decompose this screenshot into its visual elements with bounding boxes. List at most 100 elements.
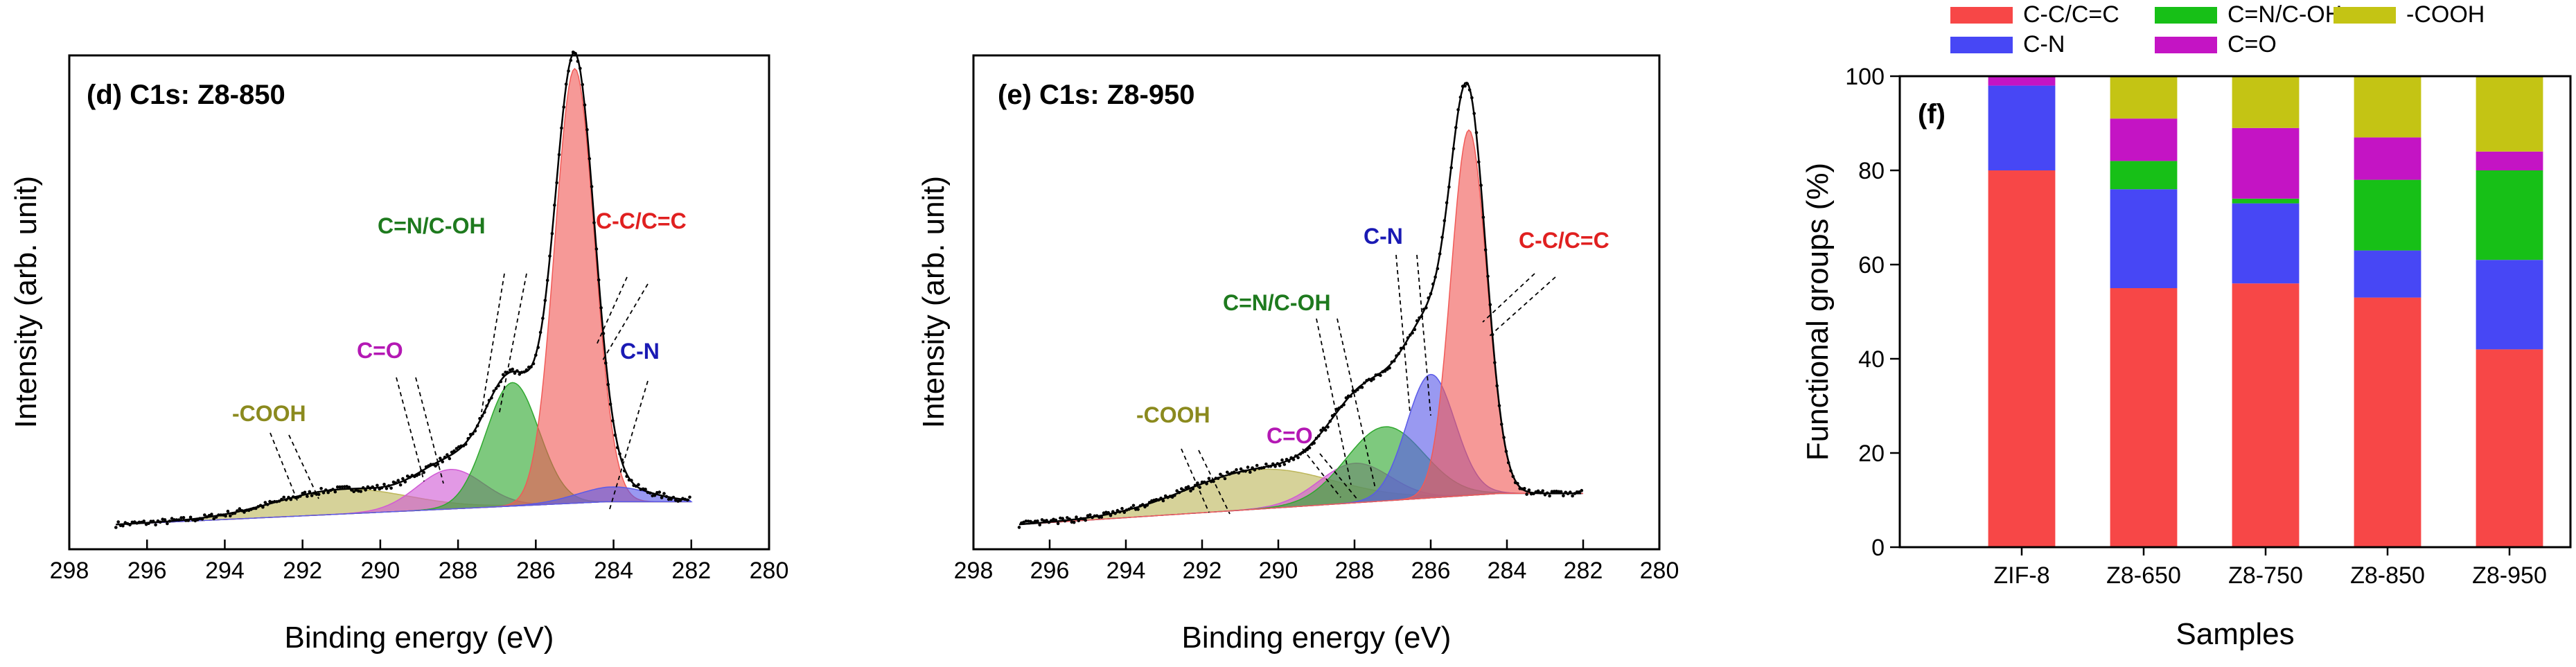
data-point: [1529, 492, 1533, 496]
x-tick-label: 282: [671, 558, 711, 584]
x-tick-label: 282: [1564, 558, 1603, 584]
data-point: [1091, 515, 1094, 519]
data-point: [254, 506, 258, 510]
data-point: [630, 479, 633, 482]
data-point: [1312, 441, 1316, 445]
data-point: [1516, 481, 1519, 486]
data-point: [571, 51, 575, 54]
data-point: [1360, 386, 1364, 389]
data-point: [1472, 112, 1476, 116]
data-point: [1314, 436, 1318, 440]
data-point: [1495, 384, 1499, 388]
data-point: [615, 445, 619, 450]
data-point: [592, 221, 596, 224]
bar-z8-950-c-n-c-oh: [2476, 170, 2543, 260]
data-point: [518, 373, 522, 376]
data-point: [1479, 184, 1483, 187]
data-point: [1269, 464, 1273, 468]
data-point: [450, 450, 454, 454]
data-point: [1173, 494, 1176, 497]
panel-e-xps-z8-950: 298 296 294 292 290 288 286 284 282 280 (e) C1s: …: [917, 54, 1679, 655]
data-point: [1209, 480, 1213, 483]
data-point: [623, 469, 626, 473]
data-point: [1262, 465, 1266, 470]
panel-e-annotations: [1181, 254, 1556, 515]
data-point: [417, 472, 421, 476]
data-point: [1557, 490, 1561, 494]
data-point: [1235, 468, 1238, 472]
data-point: [487, 398, 491, 402]
panel-e-title: (e) C1s: Z8-950: [998, 80, 1195, 110]
data-point: [1214, 477, 1218, 480]
data-point: [543, 299, 547, 303]
data-point: [317, 492, 321, 496]
data-point: [1136, 508, 1140, 511]
data-point: [1054, 518, 1058, 522]
data-point: [371, 485, 374, 489]
data-point: [1488, 303, 1492, 307]
data-point: [1198, 486, 1201, 489]
data-point: [1182, 488, 1185, 492]
data-point: [1061, 517, 1064, 520]
data-point: [1463, 84, 1467, 88]
data-point: [1328, 419, 1332, 423]
x-tick-label: 292: [283, 558, 322, 584]
data-point: [1298, 452, 1303, 456]
panel-f-functional-groups: 0 20 40 60 80 100 ZIF-8 Z8-650 Z8-750 Z8-850 Z8-9…: [1801, 1, 2572, 651]
legend-item-c-o: C=O: [2155, 31, 2277, 57]
data-point: [445, 453, 449, 456]
data-point: [1100, 515, 1104, 519]
x-tick-label: Z8-950: [2472, 562, 2547, 589]
data-point: [443, 455, 447, 459]
data-point: [1319, 429, 1323, 432]
data-point: [207, 514, 211, 517]
data-point: [1143, 505, 1147, 509]
x-tick-label: 284: [1488, 558, 1527, 584]
data-point: [527, 365, 531, 369]
data-point: [373, 488, 377, 491]
data-point: [1223, 477, 1227, 481]
data-point: [1072, 520, 1076, 524]
data-point: [499, 380, 503, 384]
data-point: [513, 371, 517, 375]
data-point: [548, 254, 552, 258]
x-tick-label: Z8-650: [2106, 562, 2181, 589]
data-point: [478, 417, 482, 420]
data-point: [229, 514, 232, 518]
data-point: [1189, 489, 1192, 492]
data-point: [1344, 396, 1348, 400]
data-point: [210, 513, 213, 516]
data-point: [434, 464, 437, 468]
data-point: [277, 499, 281, 503]
data-point: [1031, 521, 1035, 524]
data-point: [265, 503, 270, 506]
panel-f-x-axis-label: Samples: [2176, 617, 2294, 651]
data-point: [1418, 316, 1421, 320]
data-point: [376, 483, 379, 488]
data-point: [1161, 499, 1165, 503]
data-point: [1066, 516, 1069, 519]
data-point: [1226, 470, 1229, 474]
data-point: [606, 382, 610, 386]
data-point: [273, 499, 276, 504]
data-point: [396, 479, 400, 482]
legend-swatch: [1950, 7, 2013, 24]
data-point: [1084, 518, 1087, 522]
data-point: [1291, 458, 1296, 461]
y-tick-label: 0: [1871, 535, 1885, 561]
data-point: [261, 505, 265, 509]
data-point: [385, 487, 389, 490]
data-point: [599, 306, 603, 310]
data-point: [1307, 446, 1312, 450]
data-point: [553, 203, 556, 207]
legend-label: -COOH: [2406, 1, 2485, 28]
fitted-envelope-line: [116, 51, 690, 526]
panel-d-x-axis-label: Binding energy (eV): [285, 621, 554, 655]
data-point: [671, 495, 676, 499]
data-point: [1285, 458, 1289, 461]
data-point: [1372, 377, 1375, 381]
data-point: [1536, 489, 1540, 493]
data-point: [685, 498, 689, 502]
data-point: [662, 492, 666, 495]
bar-z8-750-cooh: [2232, 76, 2300, 128]
